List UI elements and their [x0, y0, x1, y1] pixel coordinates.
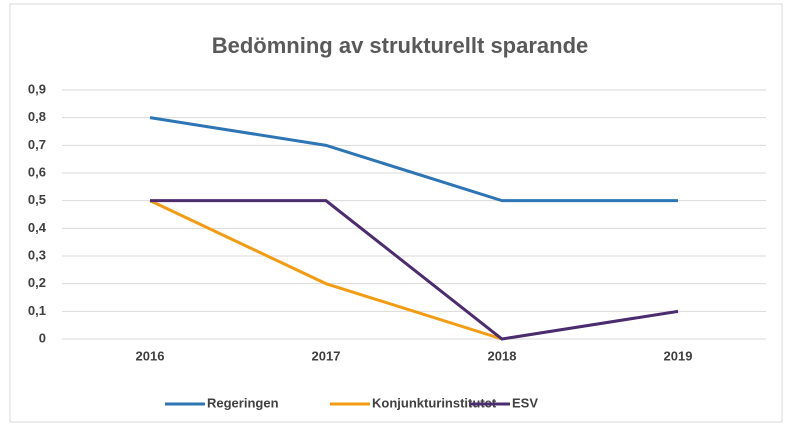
y-tick-label: 0,3 — [28, 247, 46, 262]
legend-label: ESV — [512, 395, 538, 410]
y-tick-label: 0,9 — [28, 81, 46, 96]
legend-label: Konjunkturinstitutet — [372, 395, 497, 410]
y-tick-label: 0,4 — [28, 220, 47, 235]
chart-title: Bedömning av strukturellt sparande — [212, 33, 589, 58]
x-tick-label: 2017 — [312, 348, 341, 363]
chart-frame — [9, 3, 783, 423]
y-tick-label: 0,8 — [28, 109, 46, 124]
y-tick-label: 0,2 — [28, 275, 46, 290]
y-tick-label: 0,1 — [28, 303, 46, 318]
series-line — [149, 199, 503, 341]
legend-label: Regeringen — [207, 395, 279, 410]
x-tick-label: 2019 — [664, 348, 693, 363]
series-line — [150, 199, 679, 341]
y-tick-label: 0,6 — [28, 164, 46, 179]
x-tick-label: 2016 — [136, 348, 165, 363]
y-tick-label: 0 — [39, 330, 46, 345]
y-tick-label: 0,5 — [28, 192, 46, 207]
y-tick-label: 0,7 — [28, 137, 46, 152]
x-tick-label: 2018 — [488, 348, 517, 363]
series-line — [149, 116, 678, 203]
